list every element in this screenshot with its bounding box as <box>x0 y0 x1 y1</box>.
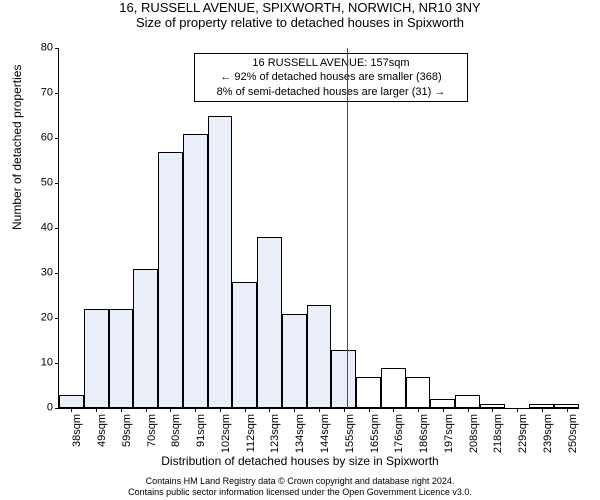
histogram-bar <box>183 134 208 409</box>
x-tick-mark <box>418 408 419 412</box>
x-tick-label: 165sqm <box>369 414 381 453</box>
x-tick-label: 229sqm <box>517 414 529 453</box>
x-tick-label: 102sqm <box>220 414 232 453</box>
x-tick-mark <box>170 408 171 412</box>
histogram-bar <box>406 377 431 409</box>
x-tick-label: 208sqm <box>468 414 480 453</box>
x-tick-mark <box>393 408 394 412</box>
x-tick-mark <box>468 408 469 412</box>
chart-title: 16, RUSSELL AVENUE, SPIXWORTH, NORWICH, … <box>0 0 600 15</box>
x-tick-label: 70sqm <box>146 414 158 447</box>
x-tick-label: 123sqm <box>269 414 281 453</box>
x-tick-mark <box>492 408 493 412</box>
x-tick-label: 186sqm <box>418 414 430 453</box>
annotation-line-2: ← 92% of detached houses are smaller (36… <box>201 70 461 84</box>
x-tick-mark <box>567 408 568 412</box>
y-axis-label: Number of detached properties <box>10 65 24 230</box>
y-tick-mark <box>55 408 59 409</box>
reference-line <box>347 48 348 408</box>
y-tick-mark <box>55 228 59 229</box>
x-tick-label: 176sqm <box>393 414 405 453</box>
x-tick-label: 112sqm <box>245 414 257 452</box>
histogram-bar <box>232 282 257 408</box>
x-tick-label: 38sqm <box>71 414 83 447</box>
footer: Contains HM Land Registry data © Crown c… <box>0 476 600 498</box>
x-tick-label: 49sqm <box>96 414 108 447</box>
annotation-line-3: 8% of semi-detached houses are larger (3… <box>201 85 461 99</box>
histogram-bar <box>307 305 332 409</box>
footer-line-2: Contains public sector information licen… <box>0 487 600 498</box>
x-tick-mark <box>344 408 345 412</box>
x-tick-mark <box>96 408 97 412</box>
x-tick-label: 239sqm <box>542 414 554 453</box>
y-tick-mark <box>55 48 59 49</box>
annotation-line-1: 16 RUSSELL AVENUE: 157sqm <box>201 56 461 70</box>
y-tick-mark <box>55 183 59 184</box>
x-tick-label: 197sqm <box>443 414 455 453</box>
histogram-bar <box>109 309 134 408</box>
histogram-bar <box>331 350 356 409</box>
x-tick-mark <box>71 408 72 412</box>
x-tick-label: 80sqm <box>170 414 182 447</box>
histogram-bar <box>158 152 183 409</box>
x-tick-mark <box>195 408 196 412</box>
histogram-bar <box>84 309 109 408</box>
histogram-bar <box>455 395 480 409</box>
histogram-bar <box>381 368 406 409</box>
plot-area: 16 RUSSELL AVENUE: 157sqm ← 92% of detac… <box>58 48 579 409</box>
y-tick-mark <box>55 363 59 364</box>
histogram-bar <box>133 269 158 409</box>
chart-container: { "title": "16, RUSSELL AVENUE, SPIXWORT… <box>0 0 600 500</box>
x-tick-mark <box>220 408 221 412</box>
y-tick-mark <box>55 138 59 139</box>
x-tick-label: 134sqm <box>294 414 306 453</box>
y-tick-mark <box>55 318 59 319</box>
x-tick-mark <box>443 408 444 412</box>
x-tick-mark <box>294 408 295 412</box>
y-tick-mark <box>55 273 59 274</box>
y-tick-mark <box>55 93 59 94</box>
x-tick-label: 155sqm <box>344 414 356 453</box>
x-tick-label: 59sqm <box>121 414 133 447</box>
x-axis-label: Distribution of detached houses by size … <box>0 454 600 468</box>
x-tick-mark <box>269 408 270 412</box>
x-tick-mark <box>542 408 543 412</box>
histogram-bar <box>356 377 381 409</box>
histogram-bar <box>59 395 84 409</box>
x-tick-mark <box>146 408 147 412</box>
chart-subtitle: Size of property relative to detached ho… <box>0 15 600 30</box>
x-tick-mark <box>319 408 320 412</box>
x-tick-label: 218sqm <box>492 414 504 453</box>
x-tick-mark <box>245 408 246 412</box>
annotation-box: 16 RUSSELL AVENUE: 157sqm ← 92% of detac… <box>194 53 468 102</box>
x-tick-mark <box>517 408 518 412</box>
x-tick-label: 91sqm <box>195 414 207 447</box>
histogram-bar <box>282 314 307 409</box>
histogram-bar <box>208 116 233 409</box>
x-tick-mark <box>369 408 370 412</box>
x-tick-label: 144sqm <box>319 414 331 453</box>
histogram-bar <box>430 399 455 408</box>
x-tick-mark <box>121 408 122 412</box>
x-tick-label: 250sqm <box>567 414 579 453</box>
footer-line-1: Contains HM Land Registry data © Crown c… <box>0 476 600 487</box>
histogram-bar <box>257 237 282 408</box>
